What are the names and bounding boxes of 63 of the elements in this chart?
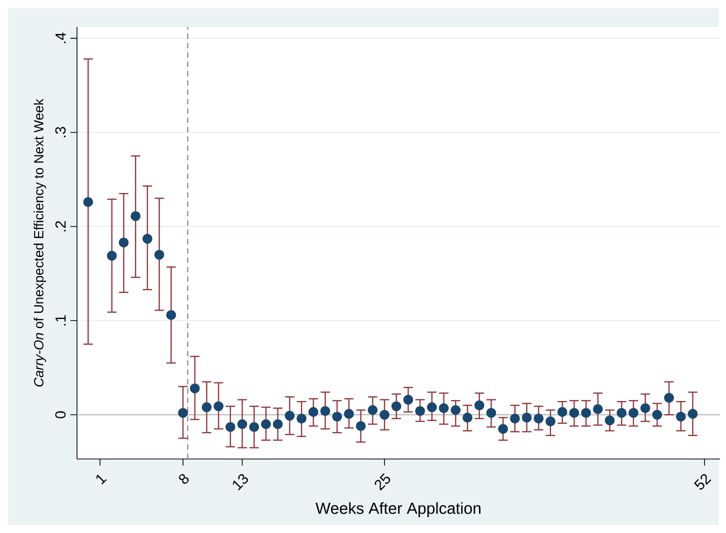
- point: [592, 404, 603, 414]
- point: [83, 197, 94, 207]
- point: [249, 422, 260, 432]
- x-axis-title: Weeks After Applcation: [316, 502, 480, 518]
- point: [652, 410, 662, 420]
- point: [486, 408, 496, 418]
- point: [332, 412, 342, 422]
- point: [296, 414, 306, 424]
- point: [498, 424, 508, 434]
- point: [628, 408, 638, 418]
- point: [308, 407, 318, 417]
- point: [368, 405, 378, 415]
- point: [403, 394, 414, 405]
- point: [380, 410, 390, 420]
- point: [664, 392, 674, 403]
- point: [214, 401, 224, 412]
- point: [581, 408, 591, 418]
- point: [356, 421, 366, 431]
- point: [616, 408, 627, 418]
- y-tick-label: .3: [55, 126, 66, 138]
- point: [166, 310, 176, 320]
- point: [178, 408, 188, 418]
- point: [522, 412, 532, 423]
- point: [320, 406, 330, 416]
- point: [510, 414, 520, 424]
- point: [130, 211, 140, 222]
- point: [237, 419, 248, 430]
- x-tick-label: 52: [694, 474, 712, 490]
- point: [225, 422, 236, 432]
- point: [344, 408, 354, 419]
- y-axis-title: Carry-On of Unexpected Efficiency to Next Week: [34, 98, 46, 387]
- point: [462, 412, 472, 423]
- point: [546, 416, 556, 426]
- point: [272, 419, 283, 430]
- point: [391, 401, 402, 412]
- point: [640, 403, 650, 414]
- x-tick-label: 8: [178, 474, 189, 484]
- point: [534, 414, 544, 424]
- point: [284, 410, 295, 421]
- x-tick-label: 13: [232, 474, 248, 490]
- point: [438, 403, 449, 414]
- point: [202, 402, 212, 412]
- y-tick-label: .2: [55, 221, 66, 232]
- y-tick-label: .1: [56, 315, 66, 326]
- x-tick-label: 25: [374, 473, 390, 491]
- point: [426, 402, 437, 412]
- point: [106, 250, 117, 261]
- point: [557, 407, 568, 417]
- y-tick-label: 0: [55, 411, 66, 418]
- point: [474, 400, 484, 410]
- y-tick-label: .4: [56, 32, 66, 44]
- point: [450, 405, 461, 415]
- point: [154, 250, 164, 260]
- x-tick-label: 1: [96, 474, 107, 484]
- point: [688, 408, 698, 419]
- point: [118, 238, 129, 248]
- point: [604, 415, 615, 426]
- point: [190, 383, 200, 394]
- point: [676, 412, 686, 422]
- point: [261, 419, 271, 430]
- point: [142, 234, 152, 244]
- point: [415, 406, 426, 416]
- point: [569, 408, 580, 418]
